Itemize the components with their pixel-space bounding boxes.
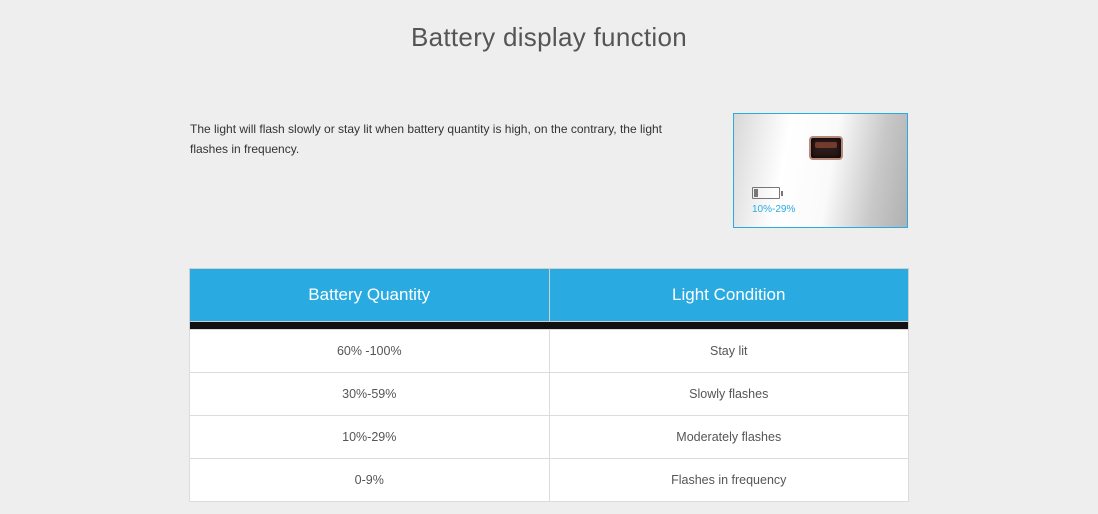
- table-cell: Stay lit: [549, 330, 909, 373]
- page-title: Battery display function: [0, 0, 1098, 53]
- battery-icon: [752, 187, 780, 199]
- table-header-row: Battery Quantity Light Condition: [190, 269, 909, 322]
- table-cell: 30%-59%: [190, 373, 550, 416]
- table-cell: 10%-29%: [190, 416, 550, 459]
- table-header-cell: Light Condition: [549, 269, 909, 322]
- table-cell: 60% -100%: [190, 330, 550, 373]
- table-cell: Flashes in frequency: [549, 459, 909, 502]
- table-row: 0-9% Flashes in frequency: [190, 459, 909, 502]
- table-cell: Slowly flashes: [549, 373, 909, 416]
- battery-thumbnail-label: 10%-29%: [752, 204, 795, 215]
- battery-thumbnail: 10%-29%: [733, 113, 908, 228]
- table-header-cell: Battery Quantity: [190, 269, 550, 322]
- table-cell: Moderately flashes: [549, 416, 909, 459]
- table-row: 30%-59% Slowly flashes: [190, 373, 909, 416]
- device-button-icon: [809, 136, 843, 160]
- table-row: 60% -100% Stay lit: [190, 330, 909, 373]
- intro-row: The light will flash slowly or stay lit …: [0, 113, 1098, 228]
- table-divider: [190, 322, 909, 330]
- battery-table: Battery Quantity Light Condition 60% -10…: [189, 268, 909, 502]
- description-text: The light will flash slowly or stay lit …: [190, 113, 663, 160]
- table-row: 10%-29% Moderately flashes: [190, 416, 909, 459]
- table-cell: 0-9%: [190, 459, 550, 502]
